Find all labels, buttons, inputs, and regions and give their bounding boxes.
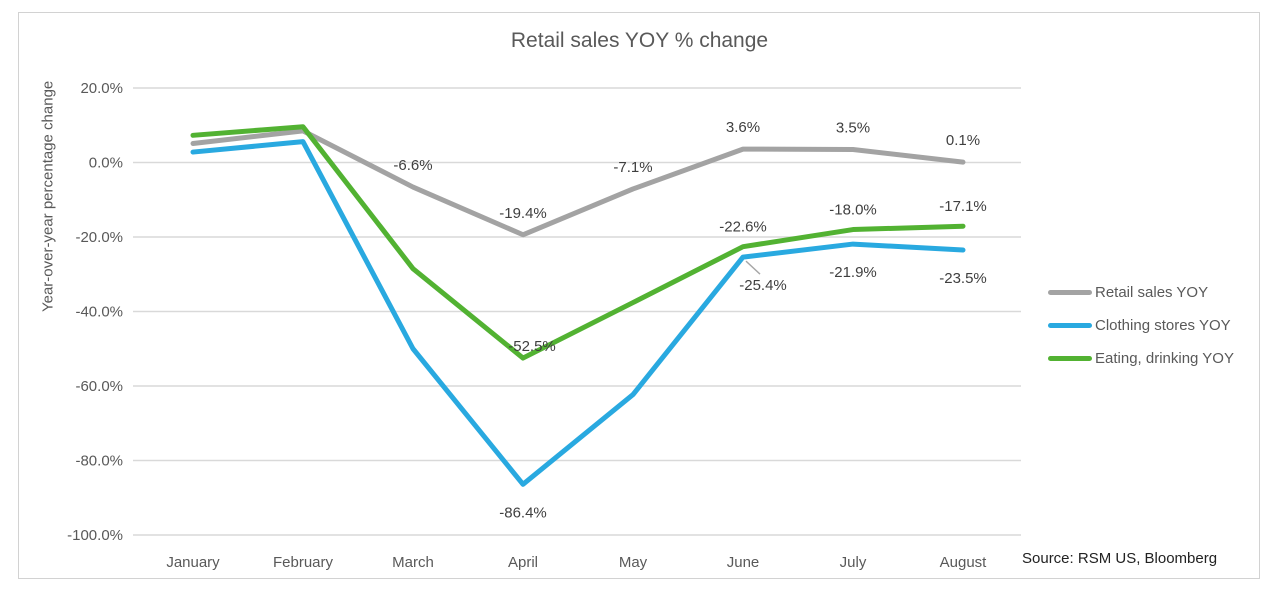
y-tick-label: -100.0% (67, 527, 123, 544)
legend-item-clothing-stores: Clothing stores YOY (1048, 316, 1234, 335)
data-label: -22.6% (719, 219, 767, 236)
label-leader-line (745, 260, 761, 275)
chart-border (18, 12, 1260, 579)
data-label: -18.0% (829, 202, 877, 219)
data-label: 0.1% (946, 132, 980, 149)
legend-label: Clothing stores YOY (1095, 317, 1231, 334)
data-label: -17.1% (939, 198, 987, 215)
data-label: -19.4% (499, 205, 547, 222)
legend-item-retail-sales: Retail sales YOY (1048, 283, 1234, 302)
x-tick-label: June (727, 554, 760, 571)
data-label: -21.9% (829, 264, 877, 281)
chart-title: Retail sales YOY % change (510, 29, 769, 52)
data-label: -25.4% (739, 277, 787, 294)
legend-item-eating-drinking: Eating, drinking YOY (1048, 349, 1234, 368)
y-tick-label: -40.0% (75, 304, 123, 321)
series-line-retail-sales-yoy (190, 128, 966, 238)
y-tick-label: 20.0% (80, 80, 123, 97)
x-tick-label: January (166, 554, 220, 571)
x-tick-label: May (619, 554, 648, 571)
legend-label: Eating, drinking YOY (1095, 350, 1234, 367)
legend-swatch-icon (1048, 356, 1092, 361)
data-label: 3.6% (726, 119, 760, 136)
y-tick-label: -80.0% (75, 453, 123, 470)
data-label: -7.1% (613, 159, 652, 176)
x-tick-label: March (392, 554, 434, 571)
series-line-eating-drinking-yoy (190, 124, 966, 361)
data-label: -52.5% (508, 338, 556, 355)
legend-label: Retail sales YOY (1095, 284, 1209, 301)
data-label: -23.5% (939, 270, 987, 287)
x-tick-label: February (273, 554, 334, 571)
data-label: 3.5% (836, 119, 870, 136)
data-label: -86.4% (499, 504, 547, 521)
y-tick-label: -20.0% (75, 229, 123, 246)
series-line-clothing-stores-yoy (190, 139, 966, 487)
x-tick-label: July (840, 554, 867, 571)
source-note: Source: RSM US, Bloomberg (1022, 550, 1218, 567)
data-label: -6.6% (393, 157, 432, 174)
legend-swatch-icon (1048, 290, 1092, 295)
y-tick-label: 0.0% (89, 155, 123, 172)
x-tick-label: April (508, 554, 538, 571)
legend-swatch-icon (1048, 323, 1092, 328)
y-tick-label: -60.0% (75, 378, 123, 395)
x-tick-label: August (940, 554, 988, 571)
legend: Retail sales YOY Clothing stores YOY Eat… (1048, 283, 1234, 382)
